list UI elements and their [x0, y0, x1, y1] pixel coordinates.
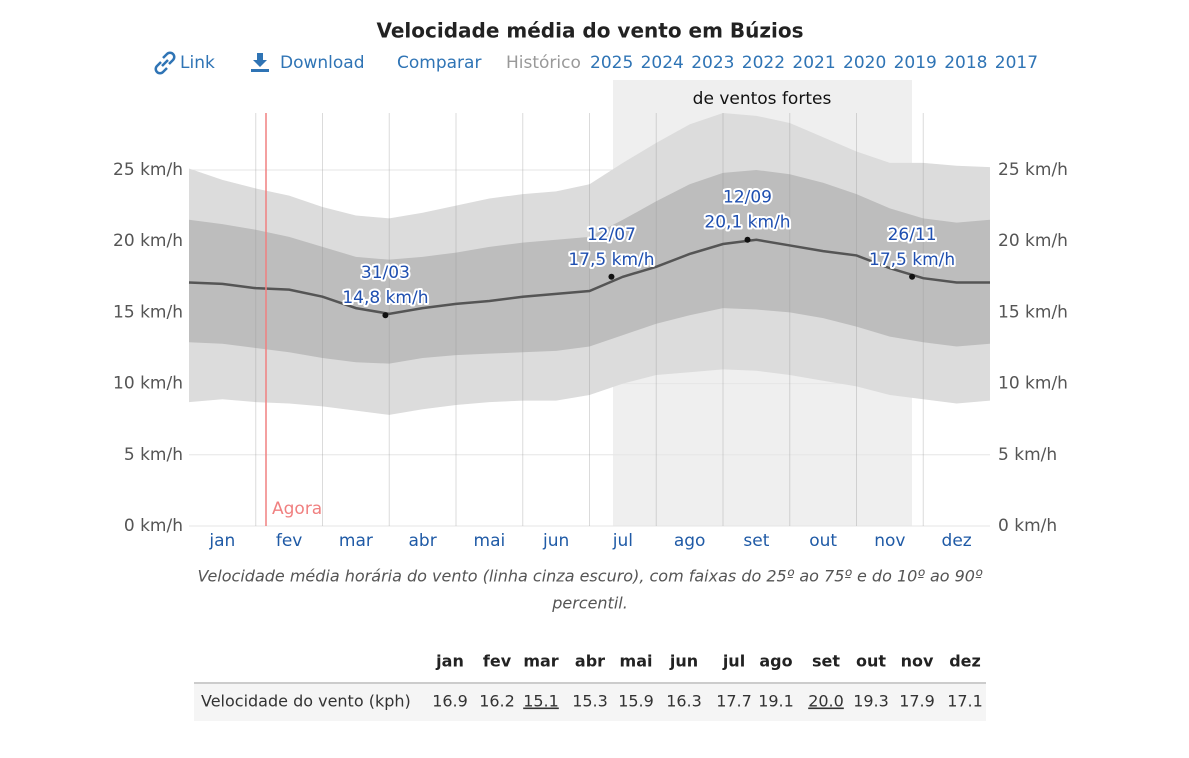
- link-icon[interactable]: [154, 51, 176, 75]
- annotation-label: 17,5 km/h: [568, 250, 654, 270]
- y2-tick-label: 0 km/h: [998, 516, 1057, 536]
- y-tick-label: 10 km/h: [113, 374, 183, 394]
- table-header: nov: [901, 652, 934, 671]
- table-cell: 20.0: [808, 692, 844, 711]
- x-tick-label: jun: [542, 531, 569, 551]
- history: Histórico: [506, 53, 581, 73]
- plot: 0 km/h 0 km/h 5 km/h 5 km/h 10 km/h 10 km/h 15…: [113, 113, 1068, 551]
- x-tick-label: nov: [874, 531, 905, 551]
- table-header: out: [856, 652, 886, 671]
- year-link[interactable]: 2022: [742, 53, 785, 73]
- x-tick-label: out: [809, 531, 837, 551]
- table-cell: 17.9: [899, 692, 935, 711]
- y2-tick-label: 25 km/h: [998, 160, 1068, 180]
- year-link[interactable]: 2017: [995, 53, 1038, 73]
- table: jan fev mar abr mai jun jul ago set out nov dez Velo…: [194, 652, 986, 721]
- x-tick-label: set: [743, 531, 769, 551]
- mean-line: [188, 238, 990, 316]
- year-link[interactable]: 2024: [641, 53, 684, 73]
- annotation-label: 17,5 km/h: [869, 250, 955, 270]
- annotation-label: 20,1 km/h: [704, 213, 790, 233]
- y-tick-label: 15 km/h: [113, 302, 183, 322]
- table-cell: 16.9: [432, 692, 468, 711]
- y-tick-label: 25 km/h: [113, 160, 183, 180]
- x-tick-label: fev: [276, 531, 303, 551]
- y-tick-label: 5 km/h: [124, 445, 183, 465]
- annotation-point: [608, 273, 615, 280]
- year-link[interactable]: 2018: [944, 53, 987, 73]
- x-tick-label: abr: [409, 531, 437, 551]
- table-cell: 16.3: [666, 692, 702, 711]
- table-cell: 17.7: [716, 692, 752, 711]
- y2-tick-label: 10 km/h: [998, 374, 1068, 394]
- year-link[interactable]: 2019: [894, 53, 937, 73]
- years: 2025 2024 2023 2022 2021 2020 2019 2018 2017: [590, 53, 1038, 73]
- y2-tick-label: 5 km/h: [998, 445, 1057, 465]
- x-tick-label: ago: [674, 531, 706, 551]
- download-icon[interactable]: [251, 53, 269, 72]
- table-cell: 15.3: [572, 692, 608, 711]
- x-tick-label: mar: [339, 531, 373, 551]
- table-cell: 15.9: [618, 692, 654, 711]
- y2-tick-label: 20 km/h: [998, 231, 1068, 251]
- annotation-point: [909, 273, 916, 280]
- table-cell: 15.1: [523, 692, 559, 711]
- annotation-point: [744, 236, 751, 243]
- y2-tick-label: 15 km/h: [998, 302, 1068, 322]
- now-label: Agora: [272, 499, 322, 519]
- table-cell: 17.1: [947, 692, 983, 711]
- table-header: set: [812, 652, 840, 671]
- download[interactable]: Download: [280, 53, 365, 73]
- table-row-label: Velocidade do vento (kph): [201, 692, 411, 711]
- year-link[interactable]: 2025: [590, 53, 633, 73]
- compare[interactable]: Comparar: [397, 53, 481, 73]
- percentile-band: [189, 169, 990, 364]
- table-header: ago: [759, 652, 792, 671]
- highlight-label: de ventos fortes: [693, 89, 832, 109]
- table-header: jul: [722, 652, 745, 671]
- table-cell: 19.3: [853, 692, 889, 711]
- year-link[interactable]: 2020: [843, 53, 886, 73]
- year-link[interactable]: 2023: [691, 53, 734, 73]
- table-header: abr: [575, 652, 605, 671]
- annotation-date: 12/09: [723, 188, 772, 208]
- table-header: mar: [523, 652, 558, 671]
- annotation-date: 12/07: [587, 225, 636, 245]
- x-tick-label: jul: [612, 531, 633, 551]
- table-header: dez: [949, 652, 981, 671]
- year-link[interactable]: 2021: [792, 53, 835, 73]
- table-header: jan: [435, 652, 464, 671]
- x-tick-label: dez: [942, 531, 972, 551]
- table-header: fev: [483, 652, 512, 671]
- table-cell: 19.1: [758, 692, 794, 711]
- table-header: mai: [620, 652, 653, 671]
- y-tick-label: 20 km/h: [113, 231, 183, 251]
- annotation-date: 31/03: [361, 263, 410, 283]
- table-row-bg: [194, 683, 986, 721]
- x-tick-label: jan: [208, 531, 235, 551]
- caption: percentil.: [551, 594, 628, 613]
- annotation-point: [382, 312, 389, 319]
- caption: Velocidade média horária do vento (linha…: [197, 567, 983, 586]
- x-tick-label: mai: [474, 531, 506, 551]
- y-tick-label: 0 km/h: [124, 516, 183, 536]
- chart-title: Velocidade média do vento em Búzios: [376, 19, 803, 43]
- annotation-label: 14,8 km/h: [342, 288, 428, 308]
- link[interactable]: Link: [180, 53, 215, 73]
- annotation-date: 26/11: [888, 225, 937, 245]
- table-cell: 16.2: [479, 692, 515, 711]
- table-header: jun: [669, 652, 698, 671]
